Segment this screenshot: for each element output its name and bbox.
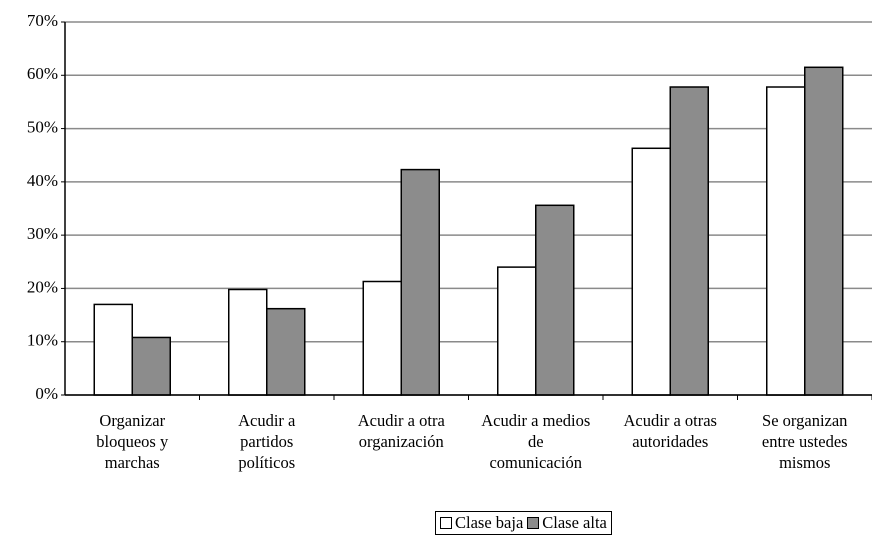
bar bbox=[497, 266, 537, 396]
bar bbox=[362, 280, 402, 396]
bar bbox=[631, 147, 671, 396]
bar bbox=[400, 168, 440, 396]
x-tick-label: Acudir a otras autoridades bbox=[623, 411, 717, 451]
y-tick-label: 30% bbox=[27, 224, 58, 243]
bar bbox=[535, 204, 575, 396]
x-tick-label: Acudir a medios de comunicación bbox=[481, 411, 591, 472]
bar bbox=[93, 303, 133, 396]
legend-item: Clase alta bbox=[527, 513, 607, 533]
y-tick-label: 0% bbox=[35, 384, 58, 403]
bar bbox=[131, 336, 171, 396]
y-tick-label: 50% bbox=[27, 117, 58, 136]
x-tick-label: Acudir a otra organización bbox=[357, 411, 445, 451]
x-tick-label: Organizar bloqueos y marchas bbox=[96, 411, 169, 472]
bar bbox=[266, 307, 306, 396]
x-tick-label: Se organizan entre ustedes mismos bbox=[761, 411, 848, 472]
y-tick-label: 70% bbox=[27, 11, 58, 30]
legend-swatch bbox=[440, 517, 452, 529]
bar bbox=[804, 66, 844, 396]
legend-item: Clase baja bbox=[440, 513, 523, 533]
y-tick-label: 20% bbox=[27, 277, 58, 296]
x-tick-label: Acudir a partidos políticos bbox=[238, 411, 296, 472]
y-tick-label: 10% bbox=[27, 331, 58, 350]
bar bbox=[228, 288, 268, 396]
legend: Clase baja Clase alta bbox=[435, 511, 612, 535]
legend-swatch bbox=[527, 517, 540, 529]
legend-label: Clase alta bbox=[542, 513, 607, 532]
y-tick-label: 40% bbox=[27, 171, 58, 190]
bar bbox=[669, 86, 709, 396]
bar bbox=[766, 86, 806, 396]
y-tick-label: 60% bbox=[27, 64, 58, 83]
legend-label: Clase baja bbox=[455, 513, 524, 532]
